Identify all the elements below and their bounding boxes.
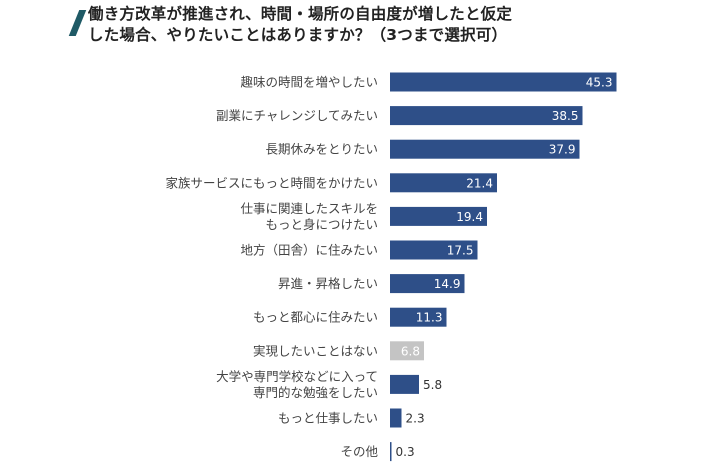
bar — [390, 442, 392, 462]
value-label: 19.4 — [456, 210, 483, 224]
category-label: 地方（田舎）に住みたい — [240, 243, 378, 258]
value-label: 38.5 — [552, 109, 579, 123]
value-label: 0.3 — [396, 445, 415, 459]
category-label: 実現したいことはない — [253, 343, 378, 358]
chart-title: 働き方改革が推進され、時間・場所の自由度が増したと仮定 した場合、やりたいことは… — [68, 4, 688, 46]
category-label: もっと仕事したい — [278, 411, 378, 426]
title-line-1: 働き方改革が推進され、時間・場所の自由度が増したと仮定 — [88, 5, 513, 23]
bar — [390, 72, 617, 92]
value-label: 21.4 — [466, 176, 493, 190]
bar — [390, 341, 424, 361]
category-label: 長期休みをとりたい — [265, 142, 378, 157]
category-label: その他 — [340, 444, 378, 459]
category-label: 仕事に関連したスキルを — [240, 201, 378, 216]
category-label: 昇進・昇格したい — [278, 276, 378, 291]
category-label: 大学や専門学校などに入って — [216, 369, 378, 384]
category-label: もっと都心に住みたい — [253, 310, 378, 325]
value-label: 37.9 — [549, 143, 576, 157]
title-line-2: した場合、やりたいことはありますか？（3つまで選択可） — [88, 26, 508, 44]
bar — [390, 408, 402, 428]
value-label: 5.8 — [423, 378, 442, 392]
bar — [390, 106, 583, 126]
bar — [390, 139, 580, 159]
bar — [390, 374, 419, 394]
bar — [390, 240, 478, 260]
bar — [390, 206, 487, 226]
category-label: 家族サービスにもっと時間をかけたい — [165, 175, 378, 190]
value-label: 11.3 — [416, 311, 443, 325]
value-label: 6.8 — [401, 344, 420, 358]
bar — [390, 173, 497, 193]
value-label: 2.3 — [406, 412, 425, 426]
category-label: もっと身につけたい — [265, 217, 378, 232]
category-label: 趣味の時間を増やしたい — [240, 75, 378, 90]
bar — [390, 274, 465, 294]
value-label: 14.9 — [434, 277, 461, 291]
category-label: 専門的な勉強をしたい — [253, 385, 378, 400]
value-label: 45.3 — [586, 76, 613, 90]
category-label: 副業にチャレンジしてみたい — [216, 108, 378, 123]
value-label: 17.5 — [447, 244, 474, 258]
bar — [390, 307, 447, 327]
